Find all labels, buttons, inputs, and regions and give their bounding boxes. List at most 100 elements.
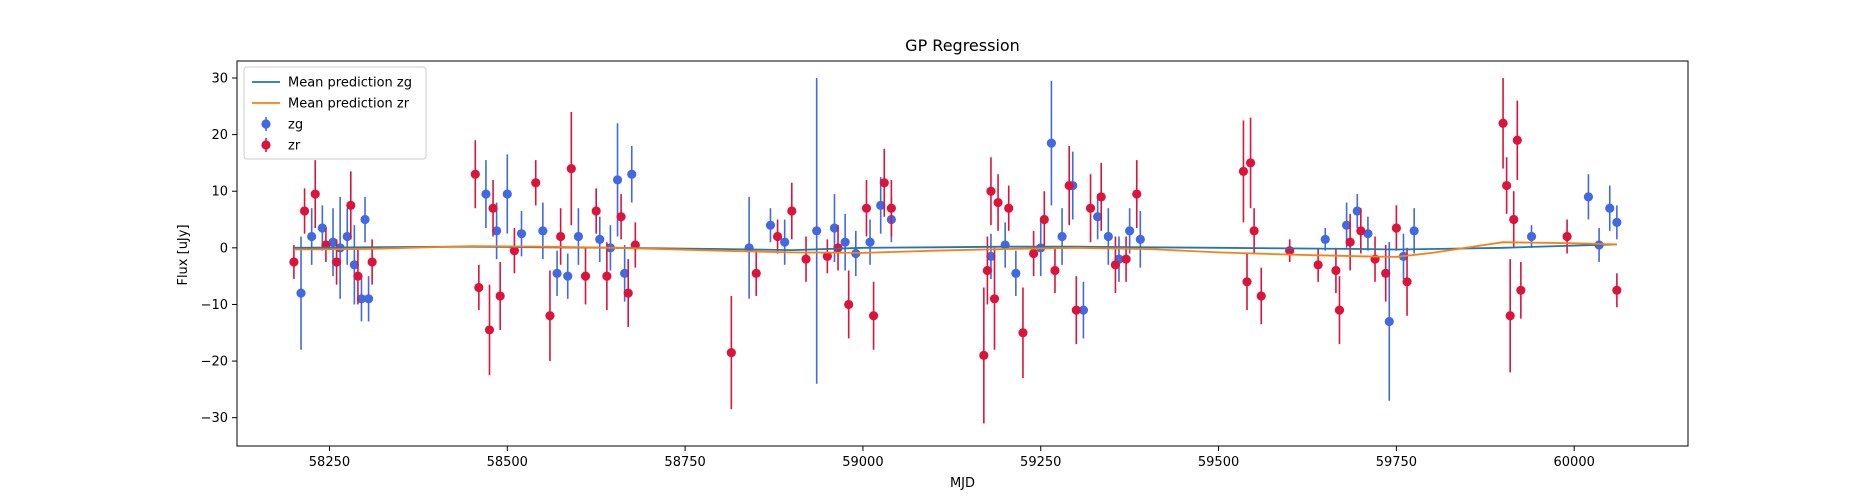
y-tick-label: −30 (201, 411, 228, 426)
data-point (1018, 328, 1028, 338)
data-point (545, 311, 555, 321)
data-point (1512, 135, 1522, 145)
data-point (1096, 192, 1106, 202)
data-point (1320, 234, 1330, 244)
series-zr (289, 77, 1622, 424)
data-point (488, 203, 498, 213)
data-point (492, 226, 502, 236)
data-point (840, 237, 850, 247)
data-point (531, 178, 541, 188)
data-point (751, 268, 761, 278)
data-point (1562, 231, 1572, 242)
legend-marker-swatch (261, 119, 271, 129)
y-tick-label: 10 (211, 185, 228, 200)
data-point (1249, 226, 1259, 236)
data-point (1078, 305, 1089, 315)
data-point (1121, 254, 1131, 264)
data-point (876, 200, 886, 210)
data-point (595, 234, 605, 244)
data-point (484, 325, 495, 335)
data-point (474, 282, 484, 293)
data-point (1110, 260, 1121, 270)
x-tick-label: 58250 (309, 455, 350, 470)
data-point (801, 254, 811, 264)
data-point (1345, 237, 1355, 247)
data-point (623, 288, 633, 298)
data-point (310, 189, 320, 199)
legend-label: Mean prediction zg (288, 76, 412, 91)
data-point (1071, 305, 1081, 315)
data-point (886, 203, 896, 213)
data-point (989, 294, 1000, 304)
data-point (538, 226, 548, 236)
data-point (296, 288, 306, 298)
data-point (1612, 285, 1622, 295)
legend-label: Mean prediction zr (288, 97, 410, 112)
data-point (812, 226, 822, 236)
data-point (772, 231, 783, 242)
data-point (1409, 226, 1419, 236)
plot-area: 58250 58500 58750 59000 59250 59500 59750 60000… (201, 60, 1689, 470)
legend: Mean prediction zg Mean prediction zr zg zr (243, 66, 427, 160)
y-tick-label: −20 (201, 355, 228, 370)
data-point (1057, 231, 1067, 242)
legend-label: zr (288, 139, 301, 154)
data-point (349, 260, 359, 270)
data-point (865, 237, 875, 247)
data-point (780, 237, 790, 247)
x-tick-label: 58750 (664, 455, 705, 470)
data-point (363, 294, 374, 304)
x-tick-label: 59250 (1020, 455, 1061, 470)
x-tick-label: 59000 (842, 455, 883, 470)
data-point (495, 291, 505, 301)
data-point (1004, 203, 1014, 213)
data-point (982, 265, 992, 276)
data-point (1256, 291, 1266, 301)
data-point (1242, 277, 1252, 287)
data-point (563, 271, 573, 281)
data-point (829, 223, 840, 233)
data-point (1313, 260, 1323, 270)
data-point (986, 186, 996, 196)
data-point (1103, 231, 1113, 242)
data-point (765, 220, 776, 230)
line-mean-prediction-zg (293, 243, 1617, 252)
data-point (353, 271, 363, 281)
data-point (1502, 180, 1512, 191)
data-point (556, 231, 566, 242)
data-point (726, 347, 736, 358)
data-point (1516, 285, 1526, 295)
data-point (1093, 212, 1103, 222)
y-tick-label: 0 (220, 241, 228, 256)
data-point (516, 229, 527, 239)
data-point (1352, 206, 1362, 216)
data-point (1046, 138, 1057, 148)
data-point (627, 169, 637, 179)
data-point (1605, 203, 1615, 213)
data-point (342, 231, 352, 242)
data-point (502, 189, 512, 199)
data-point (1135, 234, 1145, 244)
data-point (573, 231, 584, 242)
x-tick-label: 58500 (487, 455, 528, 470)
data-point (1384, 316, 1394, 327)
data-point (1363, 229, 1373, 239)
data-point (481, 189, 491, 199)
data-point (317, 223, 327, 233)
data-point (552, 268, 562, 278)
data-point (1526, 231, 1537, 242)
data-point (1391, 223, 1401, 233)
data-point (346, 200, 356, 210)
data-point (787, 206, 797, 216)
data-point (1334, 305, 1345, 315)
data-point (1064, 180, 1074, 191)
data-point (1085, 203, 1096, 213)
data-point (620, 268, 630, 278)
data-point (509, 246, 519, 256)
y-tick-label: 20 (211, 128, 228, 143)
x-tick-label: 59750 (1376, 455, 1417, 470)
data-point (879, 178, 889, 188)
data-point (1341, 220, 1352, 230)
